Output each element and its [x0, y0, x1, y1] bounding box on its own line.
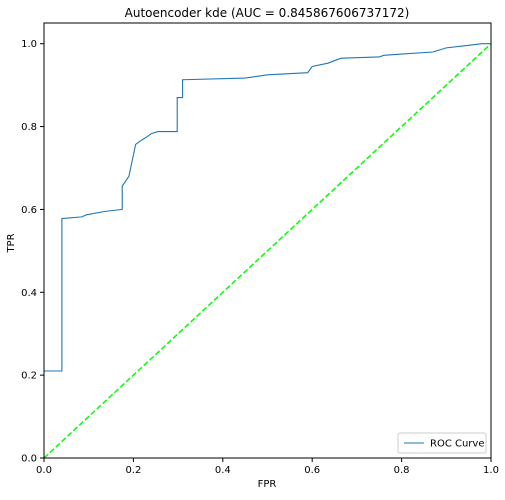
x-tick-label: 0.4 — [215, 465, 231, 476]
x-axis-label: FPR — [258, 479, 277, 490]
axes-frame — [43, 22, 492, 459]
legend-label: ROC Curve — [430, 439, 484, 450]
x-tick-label: 0.8 — [394, 465, 410, 476]
y-tick-label: 0.8 — [21, 122, 37, 133]
plot-area — [44, 43, 491, 458]
x-tick-label: 0.0 — [36, 465, 52, 476]
axes: 0.0 0.2 0.4 0.6 0.8 1.0 0.0 0.2 0.4 0.6 0.8 1.0 — [21, 22, 499, 476]
y-tick-label: 1.0 — [21, 39, 37, 50]
y-axis-label: TPR — [6, 233, 17, 253]
x-tick-label: 0.6 — [304, 465, 320, 476]
diagonal-reference-line — [44, 43, 491, 458]
x-tick-label: 1.0 — [483, 465, 499, 476]
legend: ROC Curve — [397, 432, 487, 454]
chart-title: Autoencoder kde (AUC = 0.845867606737172… — [125, 6, 410, 20]
x-tick-label: 0.2 — [125, 465, 141, 476]
y-tick-label: 0.0 — [21, 454, 37, 465]
y-tick-label: 0.4 — [21, 288, 37, 299]
roc-curve-line — [44, 43, 491, 372]
y-tick-label: 0.6 — [21, 205, 37, 216]
y-tick-label: 0.2 — [21, 371, 37, 382]
legend-box — [397, 432, 487, 454]
